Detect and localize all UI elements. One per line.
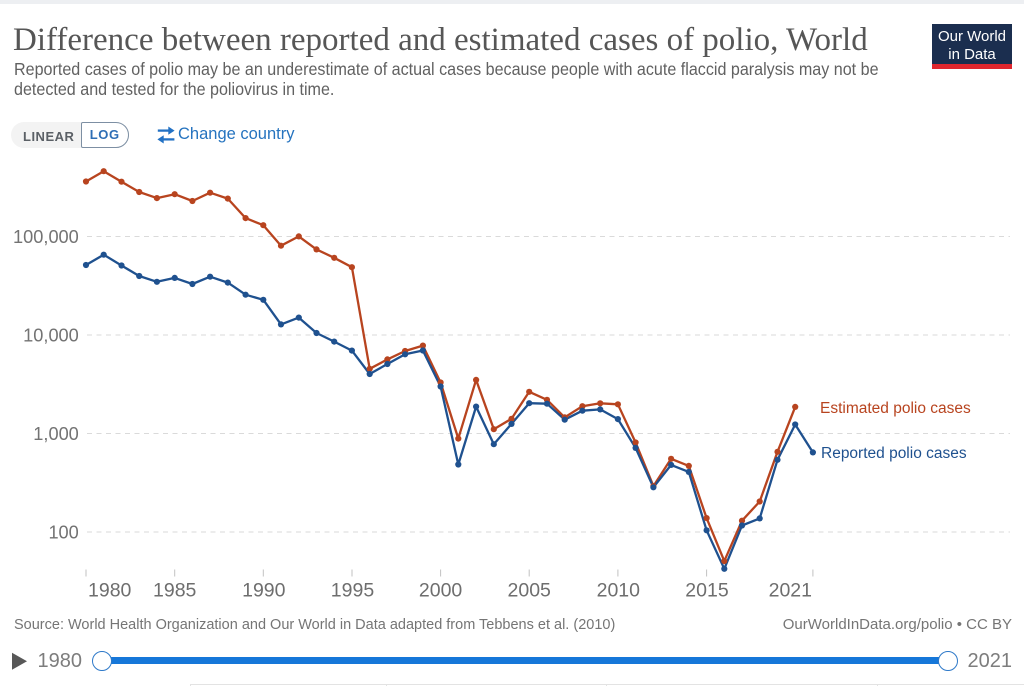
svg-text:1995: 1995 bbox=[331, 580, 375, 602]
svg-text:2000: 2000 bbox=[419, 580, 463, 602]
svg-text:Estimated polio cases: Estimated polio cases bbox=[820, 400, 971, 417]
svg-text:10,000: 10,000 bbox=[23, 326, 79, 346]
svg-text:1980: 1980 bbox=[88, 580, 132, 602]
svg-text:2010: 2010 bbox=[597, 580, 641, 602]
svg-text:1990: 1990 bbox=[242, 580, 286, 602]
svg-text:2021: 2021 bbox=[769, 580, 812, 602]
svg-text:Reported polio cases: Reported polio cases bbox=[821, 445, 967, 462]
svg-text:100,000: 100,000 bbox=[13, 227, 79, 247]
svg-text:2015: 2015 bbox=[685, 580, 729, 602]
svg-text:1,000: 1,000 bbox=[33, 424, 79, 444]
svg-text:100: 100 bbox=[48, 523, 78, 543]
svg-text:1985: 1985 bbox=[153, 580, 197, 602]
svg-text:2005: 2005 bbox=[508, 580, 552, 602]
